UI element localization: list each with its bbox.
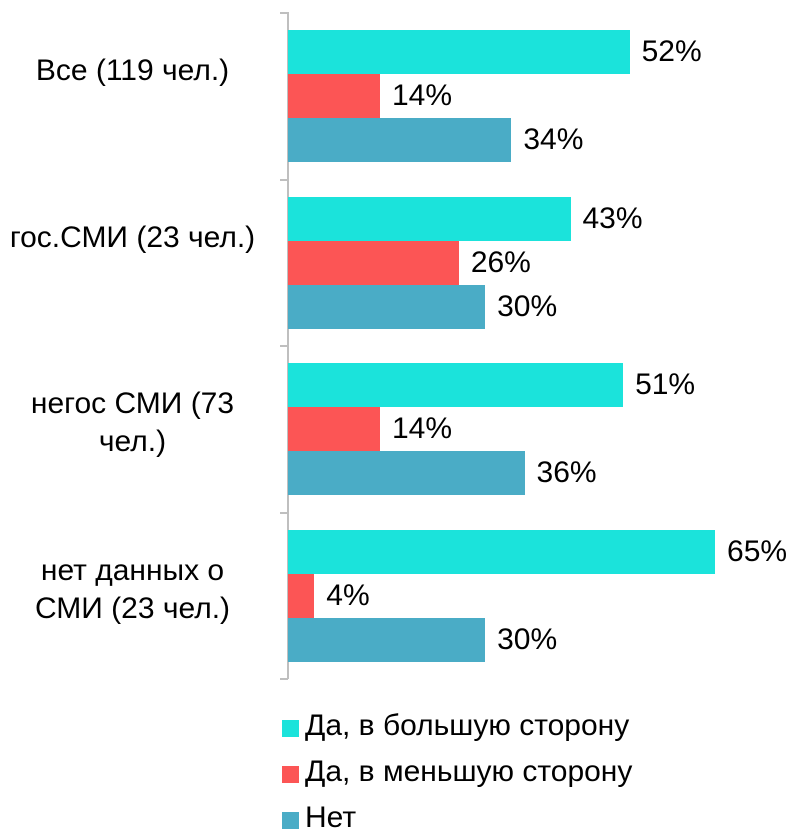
category-label: Все (119 чел.) — [35, 54, 230, 87]
value-label: 30% — [497, 622, 558, 656]
bar — [288, 284, 486, 329]
bar — [288, 363, 624, 408]
axis-tick — [280, 678, 288, 681]
value-label: 30% — [497, 289, 558, 323]
category-label: гос.СМИ (23 чел.) — [9, 220, 256, 254]
bar — [288, 30, 630, 74]
bar — [288, 573, 315, 618]
legend-label: Нет — [305, 801, 357, 832]
bar — [288, 196, 571, 241]
value-label: 65% — [727, 534, 788, 568]
value-label: 51% — [635, 368, 696, 402]
legend-label: Да, в большую сторону — [305, 709, 630, 742]
bar — [288, 240, 459, 285]
value-label: 43% — [582, 201, 643, 235]
axis-tick — [280, 178, 288, 181]
category-label: негос СМИ (73 чел.) — [30, 387, 235, 459]
bar — [288, 451, 525, 496]
legend-swatch — [282, 720, 299, 737]
bar — [288, 529, 716, 574]
axis-tick — [280, 345, 288, 348]
value-label: 14% — [391, 79, 453, 112]
value-label: 36% — [536, 456, 597, 490]
value-label: 52% — [641, 35, 702, 68]
legend-label: Да, в меньшую сторону — [305, 755, 633, 788]
axis-tick — [280, 511, 288, 514]
value-label: 34% — [523, 123, 584, 156]
axis-tick — [280, 12, 288, 14]
bar — [288, 617, 486, 662]
legend-swatch — [282, 812, 299, 829]
value-label: 14% — [391, 412, 453, 446]
value-label: 26% — [470, 245, 531, 279]
category-label: нет данных о СМИ (23 чел.) — [34, 553, 231, 625]
axis-line — [287, 12, 289, 679]
value-label: 4% — [326, 578, 370, 612]
legend-swatch — [282, 766, 299, 783]
bar — [288, 118, 512, 162]
bar — [288, 74, 380, 118]
bar — [288, 407, 380, 452]
